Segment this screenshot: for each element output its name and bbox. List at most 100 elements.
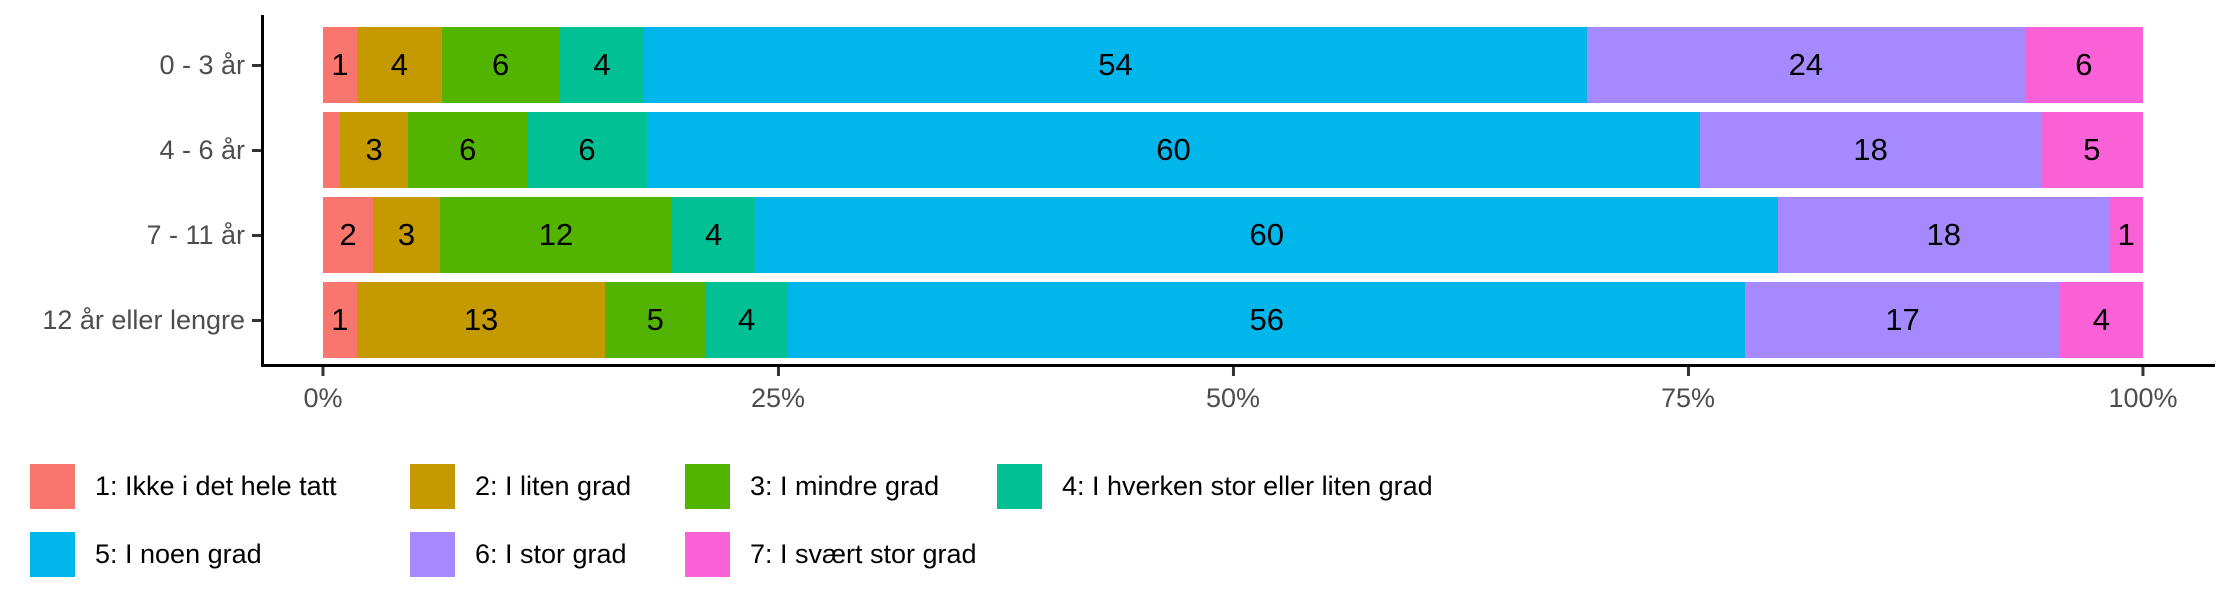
bar-value-label: 13 <box>463 302 499 337</box>
y-axis-labels: 0 - 3 år 4 - 6 år 7 - 11 år 12 år eller len… <box>0 27 261 358</box>
bar-value-label: 60 <box>1249 217 1284 252</box>
bar-value-label: 4 <box>2092 302 2111 337</box>
bar-value-label: 4 <box>737 302 756 337</box>
legend-label: 5: I noen grad <box>95 538 262 569</box>
bar-segment: 18 <box>1700 112 2041 188</box>
y-axis-label-row: 0 - 3 år <box>0 27 261 103</box>
y-tick-mark <box>252 233 261 237</box>
plot-area: 1 4 6 4 54 24 6 3 6 6 60 18 5 2 3 12 4 60 18 1 1 13 5 4 56 17 4 <box>323 27 2143 358</box>
bar-segment: 54 <box>644 27 1587 103</box>
legend-label: 7: I svært stor grad <box>750 538 977 569</box>
legend-swatch <box>30 463 75 509</box>
bar-segment: 3 <box>373 197 440 273</box>
bar-value-label: 4 <box>593 47 611 82</box>
bar-segment: 2 <box>323 197 374 273</box>
bar-segment: 6 <box>527 112 647 188</box>
legend-item: 6: I stor grad <box>410 531 685 577</box>
x-tick-mark <box>2141 367 2145 376</box>
bar-segment: 6 <box>408 112 528 188</box>
bar-value-label: 18 <box>1853 132 1888 167</box>
legend-label: 3: I mindre grad <box>750 470 940 501</box>
x-axis-tick-label: 25% <box>750 383 806 413</box>
bar-segment: 4 <box>357 27 442 103</box>
x-axis-tick-label: 100% <box>2108 383 2178 413</box>
bar-segment: 5 <box>605 282 706 358</box>
bar-segment: 4 <box>559 27 645 103</box>
legend-swatch <box>997 463 1042 509</box>
x-axis-tick-label: 50% <box>1205 383 1261 413</box>
bar-value-label: 3 <box>365 132 383 167</box>
legend-item: 7: I svært stor grad <box>685 531 997 577</box>
bar-segment: 12 <box>439 197 673 273</box>
x-tick-mark <box>321 367 325 376</box>
legend-label: 6: I stor grad <box>475 538 627 569</box>
bar-segment: 60 <box>646 112 1701 188</box>
bar-value-label: 5 <box>2083 132 2101 167</box>
y-axis-label-row: 4 - 6 år <box>0 112 261 188</box>
bar-segment: 3 <box>339 112 409 188</box>
x-axis-tick: 75% <box>1661 367 1715 414</box>
x-axis-ticks: 0% 25% 50% 75% 100% <box>303 367 2178 437</box>
bar-segment: 4 <box>2059 282 2143 358</box>
y-axis-label: 0 - 3 år <box>159 49 245 80</box>
bar-value-label: 6 <box>2075 47 2093 82</box>
bar-value-label: 18 <box>1926 217 1961 252</box>
bar-value-label: 12 <box>538 217 574 252</box>
legend-swatch <box>410 463 455 509</box>
x-axis-tick: 25% <box>751 367 805 414</box>
legend-swatch <box>685 463 730 509</box>
y-tick-mark <box>252 148 261 152</box>
legend: 1: Ikke i det hele tatt 2: I liten grad 3:… <box>30 452 2220 588</box>
x-axis-tick-label: 0% <box>303 383 343 413</box>
bar-segment: 5 <box>2040 112 2143 188</box>
bar-value-label: 6 <box>492 47 510 82</box>
legend-item: 4: I hverken stor eller liten grad <box>997 463 2220 509</box>
bar-value-label: 6 <box>459 132 477 167</box>
bar-segment: 56 <box>788 282 1746 358</box>
bar-segment: 1 <box>323 282 357 358</box>
bar-value-label: 5 <box>646 302 664 337</box>
legend-swatch <box>685 531 730 577</box>
legend-swatch <box>30 531 75 577</box>
x-axis-tick-label: 75% <box>1660 383 1716 413</box>
bar-segment: 24 <box>1586 27 2025 103</box>
bar-segment: 1 <box>2109 197 2143 273</box>
bar-value-label: 3 <box>397 217 416 252</box>
bar-value-label: 4 <box>390 47 408 82</box>
x-axis-tick: 0% <box>303 367 343 414</box>
x-tick-mark <box>776 367 780 376</box>
x-tick-mark <box>1231 367 1235 376</box>
bar-row: 3 6 6 60 18 5 <box>323 112 2143 188</box>
y-axis-line <box>261 15 264 367</box>
y-axis-label-row: 7 - 11 år <box>0 197 261 273</box>
bar-segment: 18 <box>1778 197 2110 273</box>
bar-value-label: 1 <box>331 47 349 82</box>
bar-value-label: 54 <box>1098 47 1133 82</box>
bar-value-label: 1 <box>2117 217 2135 252</box>
bar-value-label: 2 <box>339 217 357 252</box>
legend-item: 1: Ikke i det hele tatt <box>30 463 410 509</box>
legend-item: 5: I noen grad <box>30 531 410 577</box>
y-axis-label: 7 - 11 år <box>146 219 245 250</box>
bar-segment: 6 <box>441 27 560 103</box>
y-axis-label: 12 år eller lengre <box>42 304 245 335</box>
bar-segment: 13 <box>356 282 606 358</box>
bar-segment: 4 <box>705 282 789 358</box>
x-axis-tick: 100% <box>2108 367 2178 414</box>
legend-label: 2: I liten grad <box>475 470 632 501</box>
bar-row: 1 4 6 4 54 24 6 <box>323 27 2143 103</box>
bar-row: 2 3 12 4 60 18 1 <box>323 197 2143 273</box>
y-tick-mark <box>252 63 261 67</box>
y-axis-label-row: 12 år eller lengre <box>0 282 261 358</box>
bar-value-label: 56 <box>1249 302 1284 337</box>
legend-item: 3: I mindre grad <box>685 463 997 509</box>
bar-value-label: 4 <box>705 217 723 252</box>
bar-segment: 6 <box>2024 27 2143 103</box>
legend-label: 1: Ikke i det hele tatt <box>95 470 337 501</box>
legend-label: 4: I hverken stor eller liten grad <box>1062 470 1433 501</box>
bar-value-label: 24 <box>1788 47 1824 82</box>
bar-segment: 4 <box>672 197 756 273</box>
y-tick-mark <box>252 318 261 322</box>
legend-swatch <box>410 531 455 577</box>
